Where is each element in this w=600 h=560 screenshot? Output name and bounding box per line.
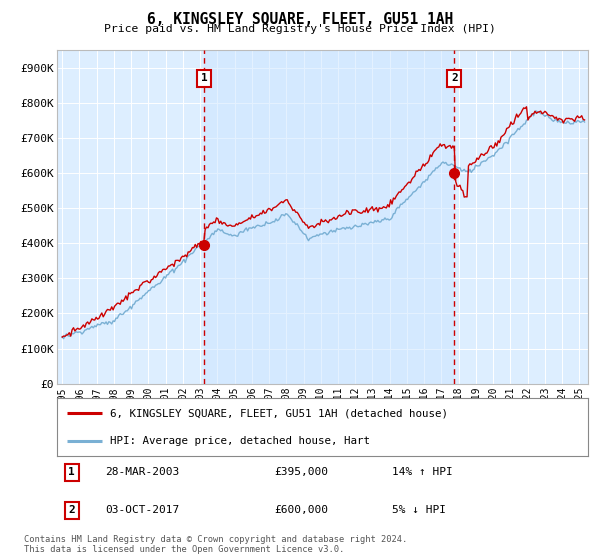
Text: £600,000: £600,000 bbox=[275, 505, 329, 515]
Text: 5% ↓ HPI: 5% ↓ HPI bbox=[392, 505, 446, 515]
Text: 2: 2 bbox=[68, 505, 75, 515]
Text: 2: 2 bbox=[451, 73, 458, 83]
Text: 6, KINGSLEY SQUARE, FLEET, GU51 1AH: 6, KINGSLEY SQUARE, FLEET, GU51 1AH bbox=[147, 12, 453, 26]
Text: 1: 1 bbox=[201, 73, 208, 83]
Text: 14% ↑ HPI: 14% ↑ HPI bbox=[392, 468, 452, 478]
Text: Contains HM Land Registry data © Crown copyright and database right 2024.: Contains HM Land Registry data © Crown c… bbox=[24, 535, 407, 544]
Text: 6, KINGSLEY SQUARE, FLEET, GU51 1AH (detached house): 6, KINGSLEY SQUARE, FLEET, GU51 1AH (det… bbox=[110, 408, 448, 418]
Bar bbox=[204, 50, 454, 384]
Text: This data is licensed under the Open Government Licence v3.0.: This data is licensed under the Open Gov… bbox=[24, 545, 344, 554]
Text: HPI: Average price, detached house, Hart: HPI: Average price, detached house, Hart bbox=[110, 436, 370, 446]
Text: £395,000: £395,000 bbox=[275, 468, 329, 478]
Text: 28-MAR-2003: 28-MAR-2003 bbox=[105, 468, 179, 478]
Text: Price paid vs. HM Land Registry's House Price Index (HPI): Price paid vs. HM Land Registry's House … bbox=[104, 24, 496, 34]
Text: 03-OCT-2017: 03-OCT-2017 bbox=[105, 505, 179, 515]
Text: 1: 1 bbox=[68, 468, 75, 478]
